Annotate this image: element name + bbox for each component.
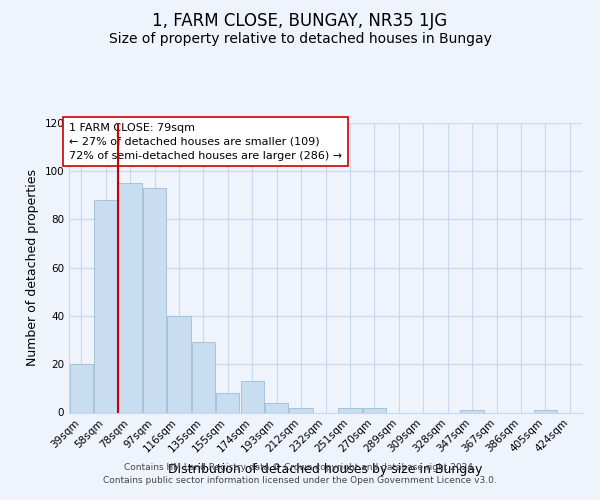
Bar bbox=[143, 188, 166, 412]
Bar bbox=[338, 408, 362, 412]
Bar bbox=[192, 342, 215, 412]
Y-axis label: Number of detached properties: Number of detached properties bbox=[26, 169, 39, 366]
Bar bbox=[460, 410, 484, 412]
Bar bbox=[70, 364, 93, 412]
Text: Contains public sector information licensed under the Open Government Licence v3: Contains public sector information licen… bbox=[103, 476, 497, 485]
Bar bbox=[265, 403, 288, 412]
Bar bbox=[363, 408, 386, 412]
Text: 1 FARM CLOSE: 79sqm
← 27% of detached houses are smaller (109)
72% of semi-detac: 1 FARM CLOSE: 79sqm ← 27% of detached ho… bbox=[69, 122, 342, 160]
Bar bbox=[94, 200, 117, 412]
Bar bbox=[289, 408, 313, 412]
Bar bbox=[118, 183, 142, 412]
Text: 1, FARM CLOSE, BUNGAY, NR35 1JG: 1, FARM CLOSE, BUNGAY, NR35 1JG bbox=[152, 12, 448, 30]
Text: Contains HM Land Registry data © Crown copyright and database right 2024.: Contains HM Land Registry data © Crown c… bbox=[124, 464, 476, 472]
Bar bbox=[216, 393, 239, 412]
Bar bbox=[167, 316, 191, 412]
Bar bbox=[534, 410, 557, 412]
X-axis label: Distribution of detached houses by size in Bungay: Distribution of detached houses by size … bbox=[169, 462, 482, 475]
Text: Size of property relative to detached houses in Bungay: Size of property relative to detached ho… bbox=[109, 32, 491, 46]
Bar bbox=[241, 381, 264, 412]
